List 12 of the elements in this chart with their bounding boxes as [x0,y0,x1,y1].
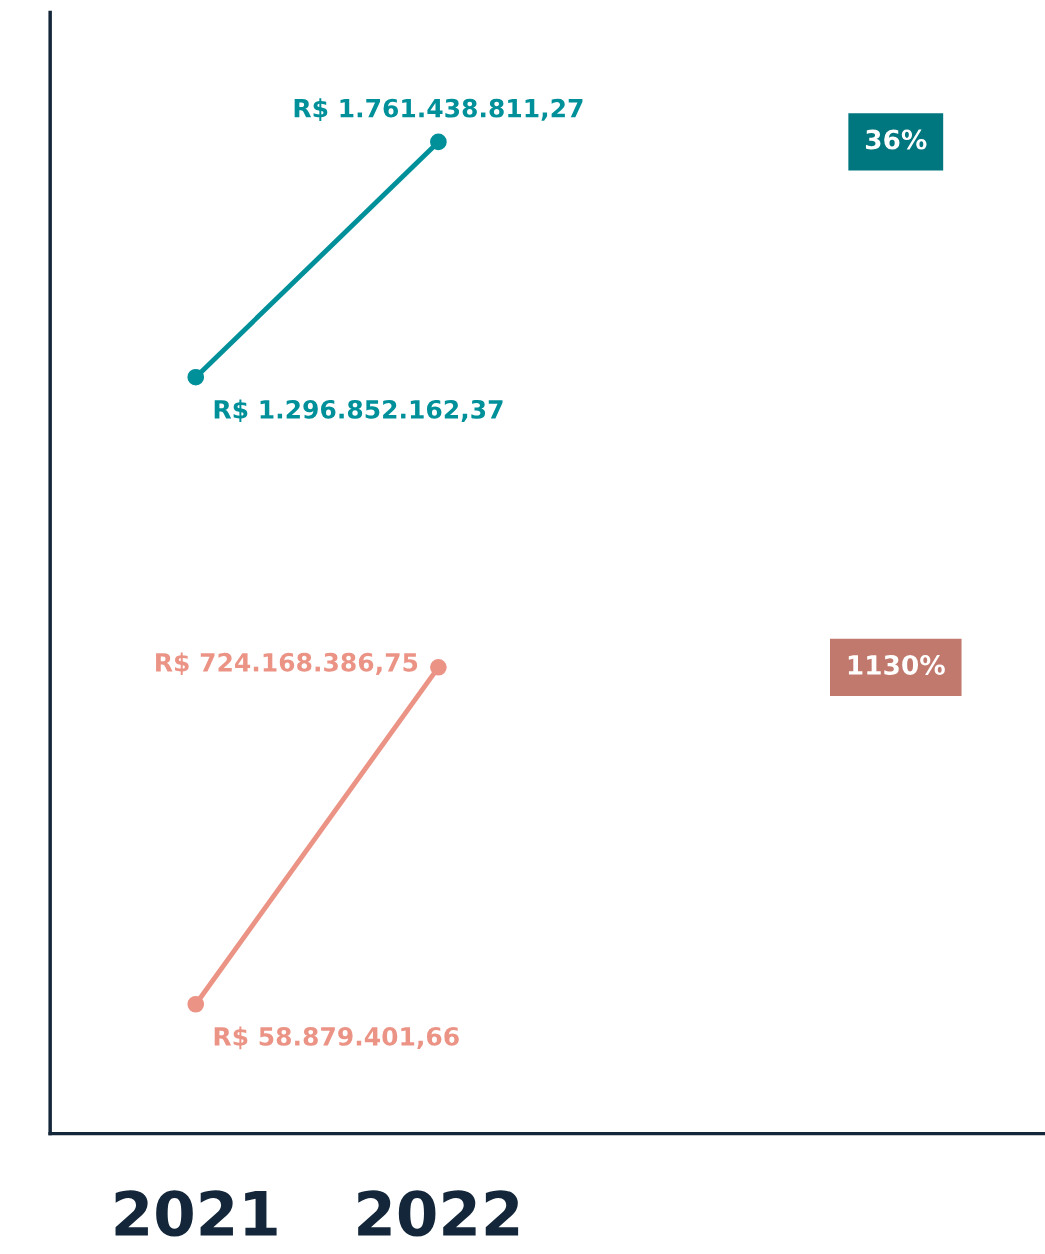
text: 36% [865,129,927,150]
point [430,658,447,676]
point [430,133,447,151]
x-tick-label: 2021 [115,1190,277,1237]
data-label: R$ 724.168.386,75 [156,652,418,676]
data-label: R$ 1.761.438.811,27 [294,98,583,121]
point [187,368,205,386]
data-label: R$ 58.879.401,66 [214,1026,459,1050]
x-tick-label: 2022 [358,1190,519,1237]
point [187,995,205,1013]
data-label: R$ 1.296.852.162,37 [214,399,503,423]
text: 1130% [848,654,945,675]
